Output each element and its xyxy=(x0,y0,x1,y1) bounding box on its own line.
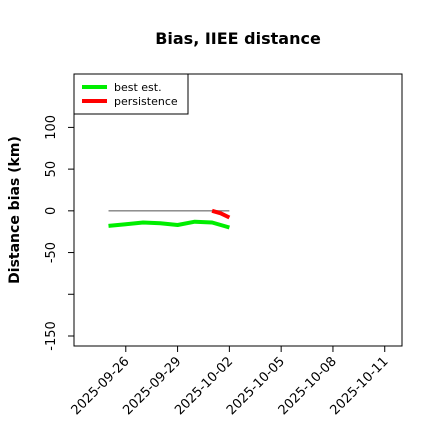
series-line-persistence xyxy=(211,208,231,220)
plot-area xyxy=(73,73,403,347)
y-axis: -150 -50 0 50 100 xyxy=(44,115,74,351)
legend-box xyxy=(73,73,189,115)
x-axis: 2025-09-262025-09-292025-10-022025-10-05… xyxy=(69,346,392,418)
y-tick-label: 100 xyxy=(44,115,59,140)
series-layer xyxy=(108,208,231,230)
y-tick-label: 50 xyxy=(44,161,59,178)
y-tick-label: 0 xyxy=(44,207,59,215)
chart-title: Bias, IIEE distance xyxy=(155,29,321,48)
y-axis-label: Distance bias (km) xyxy=(7,136,23,284)
legend-label: best est. xyxy=(114,81,162,94)
y-tick-label: -150 xyxy=(44,321,59,351)
series-line-best-est xyxy=(108,219,230,230)
legend-label: persistence xyxy=(114,95,178,108)
y-tick-label: -50 xyxy=(44,242,59,263)
legend: best est.persistence xyxy=(73,73,189,115)
